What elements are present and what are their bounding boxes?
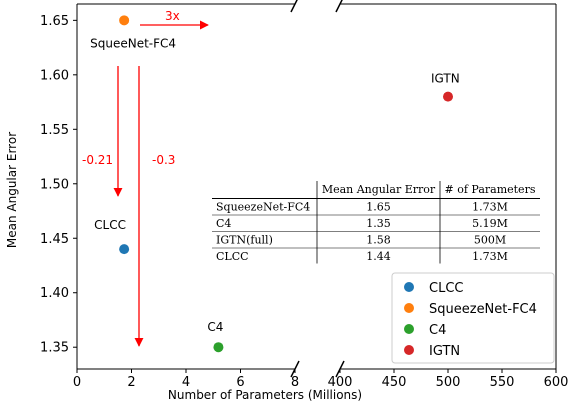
table-cell: 1.58	[366, 234, 391, 247]
x-tick-label: 2	[127, 375, 135, 390]
table-cell: IGTN(full)	[216, 234, 273, 247]
axis-break-mark	[335, 0, 343, 13]
table-cell: 1.35	[366, 217, 391, 230]
y-axis-title: Mean Angular Error	[5, 132, 19, 248]
legend-entry: SqueezeNet-FC4	[429, 302, 537, 317]
annotation-minus-0-21: -0.21	[82, 153, 113, 167]
legend: CLCC SqueezeNet-FC4 C4 IGTN	[391, 272, 555, 364]
x-tick-label: 400	[328, 375, 353, 390]
legend-marker	[404, 303, 414, 313]
table-cell: CLCC	[216, 250, 249, 263]
y-tick-label: 1.60	[40, 68, 69, 83]
y-tick-label: 1.45	[40, 232, 69, 247]
table-cell: 1.73M	[472, 201, 508, 214]
table-cell: 1.65	[366, 201, 391, 214]
y-axis-ticks: 1.35 1.40 1.45 1.50 1.55 1.60 1.65	[40, 14, 77, 356]
x-axis-ticks: 0 2 4 6 8 400 450 500 550 600	[73, 369, 569, 390]
x-tick-label: 8	[291, 375, 299, 390]
data-point-squeezenet-fc4	[119, 15, 130, 26]
x-tick-label: 500	[436, 375, 461, 390]
point-label: CLCC	[94, 218, 126, 232]
legend-entry: IGTN	[429, 344, 460, 359]
table-cell: 500M	[474, 234, 506, 247]
axis-break-mark	[290, 0, 298, 13]
data-point-igtn	[443, 91, 453, 102]
y-tick-label: 1.55	[40, 123, 69, 138]
x-tick-label: 6	[236, 375, 244, 390]
legend-box	[391, 272, 555, 364]
inset-table: Mean Angular Error # of Parameters Squeeze…	[212, 181, 540, 264]
y-tick-label: 1.35	[40, 341, 69, 356]
table-cell: 1.73M	[472, 250, 508, 263]
table-cell: SqueezeNet-FC4	[216, 201, 310, 214]
y-tick-label: 1.65	[40, 14, 69, 29]
data-point-clcc	[119, 244, 130, 255]
legend-marker	[404, 345, 414, 355]
data-point-c4	[213, 342, 224, 353]
x-tick-label: 4	[182, 375, 190, 390]
annotation-3x: 3x	[165, 9, 180, 23]
table-cell: 1.44	[366, 250, 391, 263]
legend-entry: C4	[429, 323, 446, 338]
x-tick-label: 600	[544, 375, 569, 390]
point-label: SqueeNet-FC4	[90, 36, 176, 50]
y-tick-label: 1.50	[40, 177, 69, 192]
point-label: C4	[207, 320, 223, 334]
legend-entry: CLCC	[429, 281, 463, 296]
x-tick-label: 450	[382, 375, 407, 390]
table-header: # of Parameters	[445, 183, 536, 196]
point-label: IGTN	[431, 72, 460, 86]
table-header: Mean Angular Error	[322, 183, 436, 196]
legend-marker	[404, 282, 414, 292]
table-cell: C4	[216, 217, 231, 230]
x-tick-label: 550	[490, 375, 515, 390]
annotation-minus-0-3: -0.3	[152, 153, 175, 167]
data-points: CLCC SqueeNet-FC4 C4 IGTN	[90, 15, 460, 353]
x-tick-label: 0	[73, 375, 81, 390]
table-cell: 5.19M	[472, 217, 508, 230]
legend-marker	[404, 324, 414, 334]
x-axis-title: Number of Parameters (Millions)	[168, 388, 362, 402]
y-tick-label: 1.40	[40, 286, 69, 301]
